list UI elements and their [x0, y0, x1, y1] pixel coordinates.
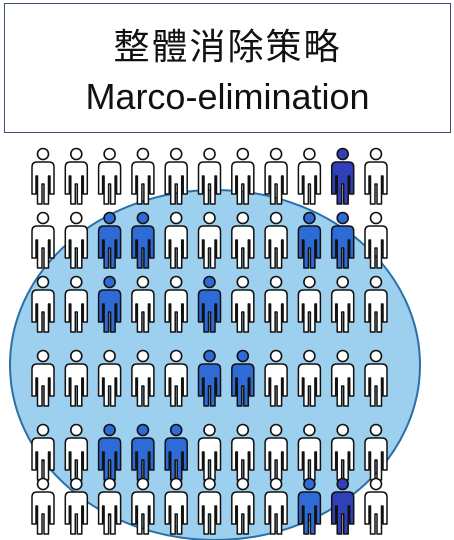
title-chinese: 整體消除策略: [113, 27, 342, 68]
person-icon: [297, 275, 322, 333]
person-icon-highlighted: [330, 147, 355, 205]
person-icon: [264, 349, 288, 407]
person-icon: [197, 477, 222, 535]
person-icon: [31, 349, 55, 407]
person-icon-highlighted: [97, 275, 122, 333]
person-icon: [297, 349, 322, 407]
person-icon-highlighted: [231, 349, 255, 407]
person-icon: [231, 477, 255, 535]
person-icon: [164, 477, 188, 535]
person-icon: [131, 147, 155, 205]
person-icon: [64, 211, 89, 269]
person-icon: [164, 211, 188, 269]
person-icon: [231, 147, 255, 205]
person-icon-highlighted: [164, 423, 188, 481]
person-icon: [364, 477, 388, 535]
person-icon: [330, 349, 355, 407]
person-icon: [231, 423, 255, 481]
person-icon: [264, 477, 288, 535]
person-icon: [164, 349, 188, 407]
person-icon: [364, 275, 388, 333]
person-icon: [297, 423, 322, 481]
person-icon-highlighted: [297, 211, 322, 269]
person-icon-highlighted: [97, 211, 122, 269]
person-icon: [97, 477, 122, 535]
person-icon: [364, 349, 388, 407]
person-icon: [297, 147, 322, 205]
person-icon: [330, 275, 355, 333]
people-grid: [31, 147, 388, 535]
person-icon: [197, 211, 222, 269]
person-icon: [264, 275, 288, 333]
person-icon: [97, 349, 122, 407]
person-icon-highlighted: [131, 211, 155, 269]
person-icon: [231, 211, 255, 269]
person-icon: [131, 275, 155, 333]
person-icon: [197, 423, 222, 481]
person-icon-highlighted: [197, 275, 222, 333]
title-box: 整體消除策略 Marco-elimination: [4, 3, 451, 133]
person-icon-highlighted: [297, 477, 322, 535]
person-icon: [231, 275, 255, 333]
person-icon: [31, 423, 55, 481]
person-icon: [31, 147, 55, 205]
person-icon: [64, 275, 89, 333]
person-icon-highlighted: [197, 349, 222, 407]
person-icon: [330, 423, 355, 481]
person-icon: [364, 147, 388, 205]
person-icon: [31, 211, 55, 269]
person-icon: [264, 211, 288, 269]
title-english: Marco-elimination: [85, 76, 370, 117]
person-icon: [164, 147, 188, 205]
person-icon: [64, 349, 89, 407]
person-icon-highlighted: [131, 423, 155, 481]
person-icon: [264, 147, 288, 205]
person-icon: [131, 349, 155, 407]
person-icon-highlighted: [330, 211, 355, 269]
person-icon: [131, 477, 155, 535]
person-icon: [364, 423, 388, 481]
person-icon: [31, 477, 55, 535]
person-icon: [64, 423, 89, 481]
population-diagram: [9, 147, 421, 540]
person-icon-highlighted: [97, 423, 122, 481]
person-icon: [97, 147, 122, 205]
person-icon: [31, 275, 55, 333]
person-icon: [64, 477, 89, 535]
person-icon: [64, 147, 89, 205]
person-icon: [264, 423, 288, 481]
person-icon: [364, 211, 388, 269]
person-icon: [197, 147, 222, 205]
person-icon-highlighted: [330, 477, 355, 535]
person-icon: [164, 275, 188, 333]
